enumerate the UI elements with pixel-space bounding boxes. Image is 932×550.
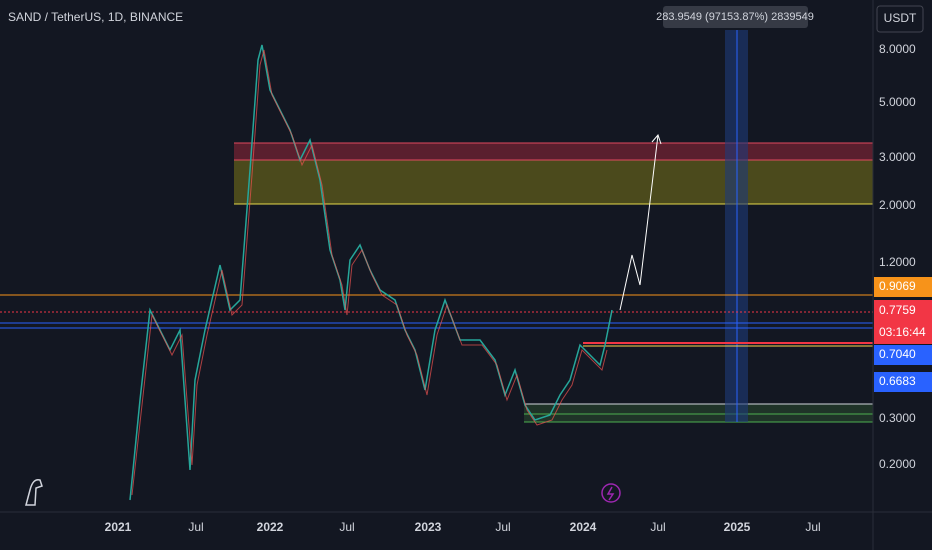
- logo-icon: [25, 478, 43, 506]
- time-label: Jul: [339, 520, 354, 534]
- badge: [874, 277, 932, 297]
- time-label: Jul: [188, 520, 203, 534]
- time-label: 2023: [415, 520, 442, 534]
- time-label: 2024: [570, 520, 597, 534]
- countdown-text: 03:16:44: [879, 325, 926, 339]
- price-label: 1.2000: [879, 255, 916, 269]
- time-label: Jul: [805, 520, 820, 534]
- badge-text: 0.9069: [879, 279, 916, 293]
- chart-title: SAND / TetherUS, 1D, BINANCE: [8, 10, 183, 24]
- currency-button[interactable]: [876, 5, 924, 33]
- price-label: 8.0000: [879, 42, 916, 56]
- projection-arrow: [619, 134, 659, 311]
- price-label: 0.3000: [879, 411, 916, 425]
- time-label: 2025: [724, 520, 751, 534]
- flash-glyph: [606, 486, 615, 501]
- price-label: 5.0000: [879, 95, 916, 109]
- supply-zone-yellow: [234, 160, 873, 204]
- measure-tooltip: [663, 6, 808, 28]
- tooltip-text: 283.9549 (97153.87%) 2839549: [656, 11, 814, 23]
- badge: [874, 300, 932, 344]
- demand-zone: [524, 404, 873, 422]
- badge-text: 0.7040: [879, 347, 916, 361]
- time-label: Jul: [650, 520, 665, 534]
- badge-text: 0.6683: [879, 374, 916, 388]
- flash-icon[interactable]: [601, 483, 621, 503]
- time-label: Jul: [495, 520, 510, 534]
- supply-zone-red: [234, 143, 873, 160]
- price-label: 3.0000: [879, 150, 916, 164]
- badge-text: 0.7759: [879, 303, 916, 317]
- price-path-shadow: [131, 49, 608, 496]
- badge: [874, 372, 932, 392]
- time-label: 2021: [105, 520, 132, 534]
- currency-label[interactable]: USDT: [884, 11, 917, 25]
- price-path: [129, 44, 613, 501]
- price-label: 2.0000: [879, 198, 916, 212]
- badge: [874, 345, 932, 365]
- price-label: 0.2000: [879, 457, 916, 471]
- time-label: 2022: [257, 520, 284, 534]
- arrow-head: [651, 134, 662, 145]
